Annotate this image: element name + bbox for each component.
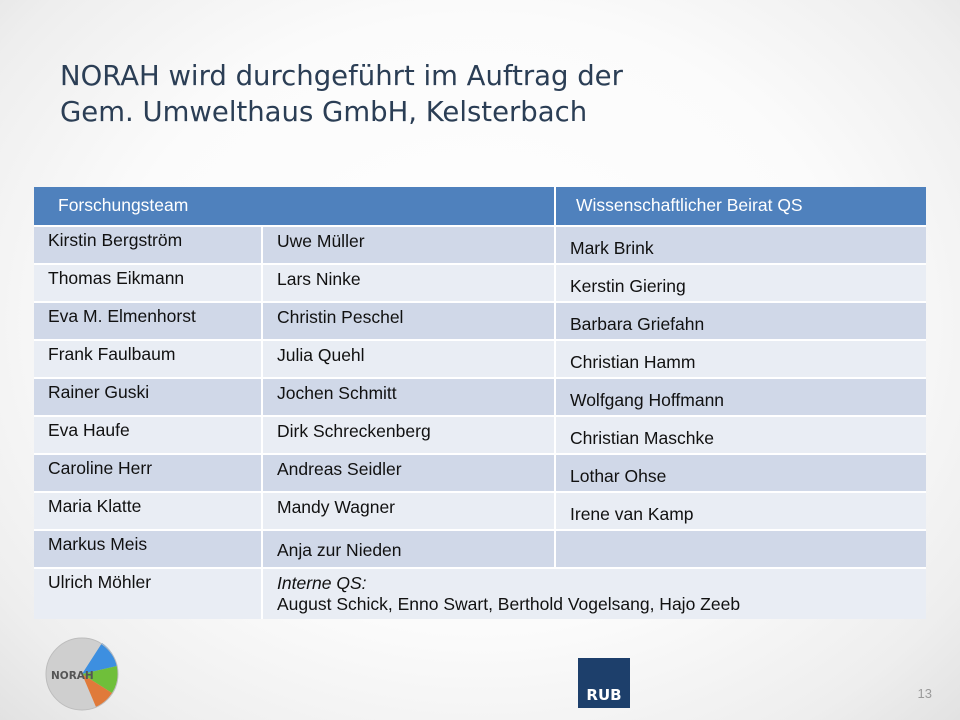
table-row: Kirstin Bergström Uwe Müller Mark Brink [34, 225, 926, 264]
table-row: Eva M. Elmenhorst Christin Peschel Barba… [34, 301, 926, 340]
beirat-member-cell: Christian Hamm [555, 339, 926, 378]
rub-logo-text: RUB [586, 686, 622, 704]
team-member-cell: Mandy Wagner [262, 491, 556, 530]
table-header-row: Forschungsteam Wissenschaftlicher Beirat… [34, 187, 926, 226]
beirat-member-cell: Christian Maschke [555, 415, 926, 454]
table-row: Maria Klatte Mandy Wagner Irene van Kamp [34, 491, 926, 530]
team-member-cell: Frank Faulbaum [34, 339, 263, 378]
beirat-member-cell: Mark Brink [555, 225, 926, 264]
team-member-cell: Anja zur Nieden [262, 529, 556, 568]
internal-qs-cell: Interne QS: August Schick, Enno Swart, B… [262, 567, 926, 619]
header-wissenschaftlicher-beirat: Wissenschaftlicher Beirat QS [555, 187, 926, 226]
title-line-1: NORAH wird durchgeführt im Auftrag der [60, 60, 623, 92]
internal-qs-names: August Schick, Enno Swart, Berthold Voge… [277, 594, 741, 614]
page-number: 13 [917, 686, 932, 701]
team-member-cell: Eva Haufe [34, 415, 263, 454]
team-member-cell: Caroline Herr [34, 453, 263, 492]
norah-logo-ring [45, 637, 119, 711]
table-row-internal-qs: Ulrich Möhler Interne QS: August Schick,… [34, 567, 926, 619]
team-member-cell: Maria Klatte [34, 491, 263, 530]
team-member-cell: Markus Meis [34, 529, 263, 568]
beirat-member-cell: Kerstin Giering [555, 263, 926, 302]
slide-title: NORAH wird durchgeführt im Auftrag der G… [60, 58, 900, 130]
team-member-cell: Uwe Müller [262, 225, 556, 264]
table-row: Eva Haufe Dirk Schreckenberg Christian M… [34, 415, 926, 454]
norah-logo: NORAH [45, 637, 119, 711]
team-member-cell: Dirk Schreckenberg [262, 415, 556, 454]
team-member-cell: Andreas Seidler [262, 453, 556, 492]
team-member-cell: Jochen Schmitt [262, 377, 556, 416]
table-row: Markus Meis Anja zur Nieden [34, 529, 926, 568]
norah-logo-slice-orange [82, 674, 112, 707]
beirat-member-cell: Lothar Ohse [555, 453, 926, 492]
team-table: Forschungsteam Wissenschaftlicher Beirat… [34, 187, 926, 619]
team-member-cell: Christin Peschel [262, 301, 556, 340]
beirat-member-cell: Barbara Griefahn [555, 301, 926, 340]
team-member-cell: Julia Quehl [262, 339, 556, 378]
team-member-cell: Eva M. Elmenhorst [34, 301, 263, 340]
team-member-cell: Thomas Eikmann [34, 263, 263, 302]
table-row: Rainer Guski Jochen Schmitt Wolfgang Hof… [34, 377, 926, 416]
table-row: Frank Faulbaum Julia Quehl Christian Ham… [34, 339, 926, 378]
norah-logo-text: NORAH [51, 670, 94, 682]
norah-logo-slice-blue [82, 643, 117, 674]
table-row: Thomas Eikmann Lars Ninke Kerstin Gierin… [34, 263, 926, 302]
title-line-2: Gem. Umwelthaus GmbH, Kelsterbach [60, 96, 588, 128]
rub-logo: RUB [578, 658, 630, 708]
norah-logo-slice-green [82, 666, 118, 693]
team-member-cell: Lars Ninke [262, 263, 556, 302]
beirat-member-cell: Wolfgang Hoffmann [555, 377, 926, 416]
team-member-cell: Kirstin Bergström [34, 225, 263, 264]
team-member-cell: Ulrich Möhler [34, 567, 263, 619]
empty-cell [555, 529, 926, 568]
team-member-cell: Rainer Guski [34, 377, 263, 416]
header-forschungsteam: Forschungsteam [34, 187, 556, 226]
beirat-member-cell: Irene van Kamp [555, 491, 926, 530]
table-row: Caroline Herr Andreas Seidler Lothar Ohs… [34, 453, 926, 492]
internal-qs-label: Interne QS: [277, 573, 367, 593]
